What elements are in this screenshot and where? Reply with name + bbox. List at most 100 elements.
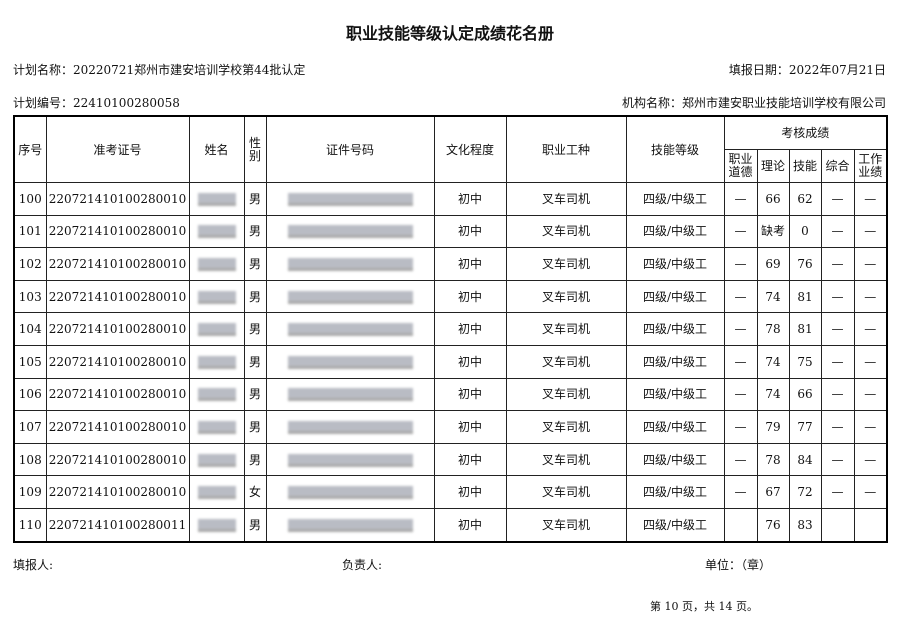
cell-job: 叉车司机 [505,410,627,444]
cell-edu: 初中 [433,247,507,281]
header-theory: 理论 [756,149,790,183]
cell-job: 叉车司机 [505,442,627,477]
cell-ticket: 220721410100280010 [45,410,190,444]
cell-ticket: 220721410100280011 [45,507,190,543]
table-row: 108 220721410100280010 男初中 叉车司机 四级/中级工 —78 84—… [13,442,888,477]
cell-overall: — [820,442,855,477]
cell-skill: 72 [788,475,822,509]
cell-theory: 76 [756,507,790,543]
cell-edu: 初中 [433,442,507,477]
cell-gender: 男 [243,247,267,281]
cell-skill: 84 [788,442,822,477]
cell-theory: 74 [756,344,790,379]
cell-ethics: — [723,377,758,412]
cell-overall: — [820,344,855,379]
table-row: 100 220721410100280010 男初中 叉车司机 四级/中级工 —66 62—… [13,182,888,216]
redaction-blur [197,518,236,532]
table-row: 110 220721410100280011 男 初中 叉车司机 四级/中级工 76 83 [13,507,888,543]
cell-level: 四级/中级工 [625,247,725,281]
cell-overall: — [820,475,855,509]
cell-gender: 女 [243,475,267,509]
redacted-name [188,182,245,216]
cell-edu: 初中 [433,410,507,444]
redaction-blur [287,290,413,304]
cell-job: 叉车司机 [505,247,627,281]
redaction-blur [287,420,413,434]
cell-work: — [853,475,888,509]
redacted-name [188,312,245,346]
table-row: 101 220721410100280010 男初中 叉车司机 四级/中级工 — 缺考 0— — [13,214,888,249]
cell-edu: 初中 [433,279,507,314]
cell-edu: 初中 [433,344,507,379]
header-gender: 性别 [243,115,267,183]
filler-label: 填报人: [13,558,54,572]
page-title: 职业技能等级认定成绩花名册 [345,24,554,43]
organization: 机构名称：郑州市建安职业技能培训学校有限公司 [621,96,886,110]
cell-ethics: — [723,312,758,346]
cell-ticket: 220721410100280010 [45,344,190,379]
cell-level: 四级/中级工 [625,344,725,379]
cell-work: — [853,312,888,346]
redacted-id-number [265,377,435,412]
redaction-blur [287,486,413,500]
redacted-name [188,279,245,314]
cell-skill: 81 [788,312,822,346]
responsible-label: 负责人: [342,558,383,572]
redaction-blur [287,225,413,239]
cell-ethics: — [723,214,758,249]
header-job: 职业工种 [505,115,627,183]
redaction-blur [287,388,413,402]
header-seq: 序号 [13,115,47,183]
cell-ticket: 220721410100280010 [45,312,190,346]
cell-overall: — [820,214,855,249]
cell-overall [820,507,855,543]
redaction-blur [197,355,236,369]
redacted-id-number [265,507,435,543]
redaction-blur [287,192,413,206]
redaction-blur [197,192,236,206]
cell-overall: — [820,377,855,412]
cell-skill: 81 [788,279,822,314]
redaction-blur [197,388,236,402]
fill-date: 填报日期：2022年07月21日 [728,63,886,77]
redacted-id-number [265,410,435,444]
cell-work: — [853,182,888,216]
redaction-blur [287,518,413,532]
redacted-id-number [265,312,435,346]
cell-seq: 100 [13,182,47,216]
cell-level: 四级/中级工 [625,475,725,509]
cell-seq: 110 [13,507,47,543]
redaction-blur [197,453,236,467]
table-row: 104 220721410100280010 男初中 叉车司机 四级/中级工 —78 81—… [13,312,888,346]
cell-edu: 初中 [433,312,507,346]
header-id: 证件号码 [265,115,435,183]
redacted-name [188,247,245,281]
cell-seq: 101 [13,214,47,249]
redacted-id-number [265,344,435,379]
cell-work: — [853,214,888,249]
redacted-name [188,475,245,509]
table-row: 106 220721410100280010 男初中 叉车司机 四级/中级工 —74 66—… [13,377,888,412]
page-indicator: 第 10 页，共 14 页。 [650,600,758,613]
cell-theory: 78 [756,312,790,346]
cell-ticket: 220721410100280010 [45,475,190,509]
table-row: 105 220721410100280010 男初中 叉车司机 四级/中级工 —74 75—… [13,344,888,379]
cell-edu: 初中 [433,214,507,249]
cell-skill: 75 [788,344,822,379]
header-edu: 文化程度 [433,115,507,183]
cell-job: 叉车司机 [505,182,627,216]
redaction-blur [197,225,236,239]
cell-gender: 男 [243,507,267,543]
cell-theory: 67 [756,475,790,509]
cell-gender: 男 [243,182,267,216]
cell-work [853,507,888,543]
cell-level: 四级/中级工 [625,182,725,216]
cell-gender: 男 [243,214,267,249]
cell-ticket: 220721410100280010 [45,377,190,412]
table-row: 109 220721410100280010 女初中 叉车司机 四级/中级工 —67 72—… [13,475,888,509]
cell-edu: 初中 [433,377,507,412]
header-overall: 综合 [820,149,855,183]
cell-seq: 107 [13,410,47,444]
header-ethics: 职业道德 [723,149,758,183]
cell-overall: — [820,279,855,314]
